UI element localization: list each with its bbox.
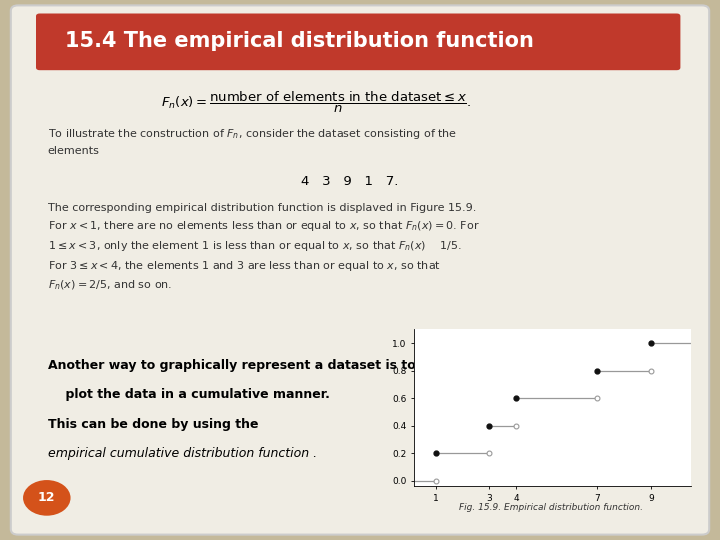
Text: 12: 12 <box>38 491 55 504</box>
Text: This can be done by using the: This can be done by using the <box>48 418 258 431</box>
Text: To illustrate the construction of $F_n$, consider the dataset consisting of the
: To illustrate the construction of $F_n$,… <box>48 127 457 156</box>
Text: Fig. 15.9. Empirical distribution function.: Fig. 15.9. Empirical distribution functi… <box>459 503 643 512</box>
Text: 15.4 The empirical distribution function: 15.4 The empirical distribution function <box>65 31 534 51</box>
Text: Another way to graphically represent a dataset is to: Another way to graphically represent a d… <box>48 359 415 372</box>
Text: plot the data in a cumulative manner.: plot the data in a cumulative manner. <box>48 388 330 401</box>
Text: $F_n(x) = \dfrac{\mathrm{number\ of\ elements\ in\ the\ dataset} \leq x}{n}.$: $F_n(x) = \dfrac{\mathrm{number\ of\ ele… <box>161 90 472 114</box>
Text: empirical cumulative distribution function .: empirical cumulative distribution functi… <box>48 447 317 461</box>
Text: The corresponding empirical distribution function is displaved in Figure 15.9.
F: The corresponding empirical distribution… <box>48 202 480 292</box>
Text: 4   3   9   1   7.: 4 3 9 1 7. <box>300 175 398 188</box>
